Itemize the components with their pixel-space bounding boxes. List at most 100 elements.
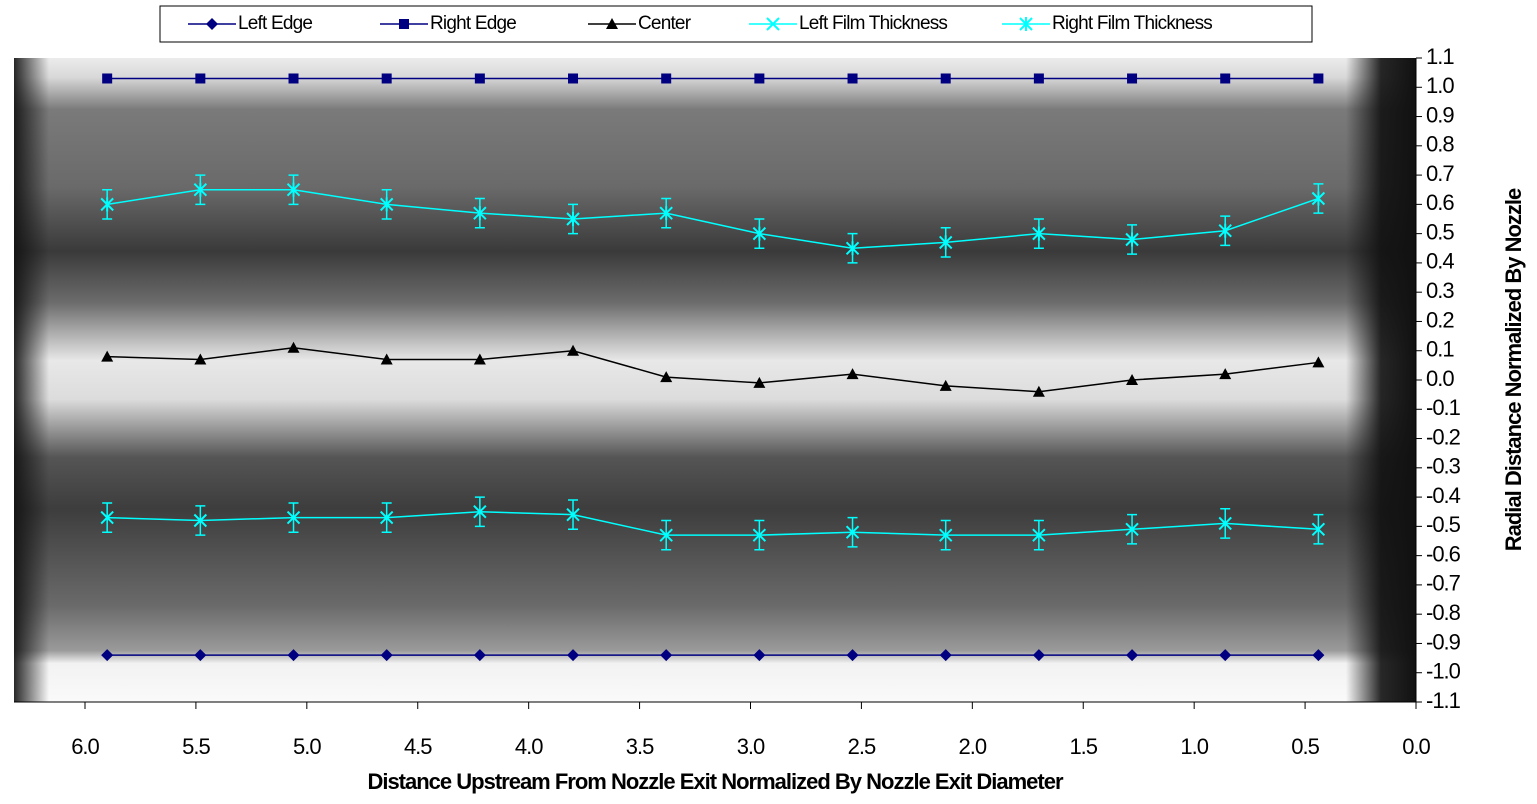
data-point (379, 197, 394, 212)
x-tick-label: 4.0 (515, 734, 543, 759)
data-point (474, 73, 485, 84)
x-tick-label: 6.0 (71, 734, 99, 759)
data-point (1220, 73, 1231, 84)
y-tick-label: -1.1 (1426, 688, 1461, 713)
data-point (753, 376, 766, 388)
data-point (1032, 385, 1045, 397)
legend (159, 5, 1313, 43)
data-point (379, 510, 394, 525)
x-tick-label: 0.5 (1291, 734, 1319, 759)
legend-label: Left Edge (238, 13, 312, 34)
legend-marker (1019, 17, 1033, 31)
legend-label: Right Edge (430, 13, 516, 34)
data-point (1125, 522, 1139, 536)
x-tick-label: 1.0 (1180, 734, 1208, 759)
series-line (107, 188, 1319, 250)
data-point (1033, 73, 1044, 84)
data-point (194, 649, 207, 662)
data-point (1219, 649, 1232, 662)
y-tick-label: 0.8 (1426, 132, 1454, 157)
data-point (473, 649, 486, 662)
data-point (101, 350, 114, 362)
data-point (1312, 649, 1325, 662)
data-point (195, 73, 206, 84)
data-point (193, 513, 208, 528)
data-point (940, 73, 951, 84)
data-point (846, 649, 859, 662)
x-tick-label: 3.5 (626, 734, 654, 759)
legend-label: Center (638, 13, 692, 34)
data-point (194, 353, 207, 365)
data-point (1311, 191, 1326, 206)
legend-label: Right Film Thickness (1052, 13, 1212, 34)
data-point (939, 379, 952, 391)
data-point (939, 649, 952, 662)
legend-marker (206, 18, 218, 30)
data-point (845, 525, 860, 539)
legend-marker (606, 18, 618, 29)
data-point (287, 649, 300, 662)
data-point (473, 505, 487, 519)
data-point (845, 241, 860, 256)
y-tick-label: 0.7 (1426, 161, 1454, 186)
y-tick-label: -0.7 (1426, 571, 1461, 596)
y-tick-label: 0.5 (1426, 219, 1454, 244)
y-tick-label: -0.2 (1426, 424, 1461, 449)
data-point (659, 206, 673, 221)
data-point (1125, 232, 1139, 247)
y-tick-label: -0.4 (1426, 483, 1461, 508)
data-point (1032, 226, 1046, 241)
data-point (1311, 522, 1326, 536)
x-tick-label: 4.5 (404, 734, 432, 759)
y-tick-label: 0.1 (1426, 337, 1454, 362)
data-point (847, 73, 858, 84)
y-tick-label: 1.0 (1426, 73, 1454, 98)
data-point (567, 649, 580, 662)
y-tick-label: -0.9 (1426, 629, 1461, 654)
data-point (1126, 649, 1139, 662)
data-point (1313, 73, 1324, 84)
x-tick-label: 0.0 (1402, 734, 1430, 759)
y-tick-label: 0.6 (1426, 190, 1454, 215)
data-point (1219, 368, 1232, 380)
y-tick-label: 0.3 (1426, 278, 1454, 303)
x-tick-label: 3.0 (737, 734, 765, 759)
data-point (381, 73, 392, 84)
data-point (752, 226, 767, 241)
data-point (1032, 528, 1046, 542)
y-tick-label: -0.8 (1426, 600, 1461, 625)
data-point (1312, 356, 1325, 368)
x-tick-label: 5.5 (182, 734, 210, 759)
data-point (566, 507, 580, 522)
y-axis-title: Radial Distance Normalized By Nozzle (1501, 188, 1526, 551)
data-point (661, 73, 672, 84)
data-point (660, 371, 673, 383)
y-tick-label: 1.1 (1426, 44, 1454, 69)
y-tick-label: 0.0 (1426, 366, 1454, 391)
data-point (568, 73, 579, 84)
legend-marker (399, 19, 409, 29)
y-tick-label: 0.9 (1426, 102, 1454, 127)
data-point (659, 528, 673, 542)
data-point (287, 341, 300, 353)
y-tick-label: 0.4 (1426, 249, 1454, 274)
x-axis-title: Distance Upstream From Nozzle Exit Norma… (367, 769, 1064, 794)
data-point (846, 368, 859, 380)
data-point (101, 649, 114, 662)
y-tick-label: -0.5 (1426, 512, 1461, 537)
data-point (102, 73, 113, 84)
data-point (100, 197, 114, 212)
series-line (107, 347, 1319, 393)
x-tick-label: 2.5 (848, 734, 876, 759)
y-tick-label: -0.6 (1426, 541, 1461, 566)
data-point (473, 206, 487, 221)
data-point (286, 510, 301, 525)
x-tick-label: 2.0 (959, 734, 987, 759)
data-point (1127, 73, 1138, 84)
data-point (286, 182, 301, 197)
data-point (1032, 649, 1045, 662)
data-point (660, 649, 673, 662)
data-point (939, 528, 953, 542)
data-point (380, 649, 393, 662)
